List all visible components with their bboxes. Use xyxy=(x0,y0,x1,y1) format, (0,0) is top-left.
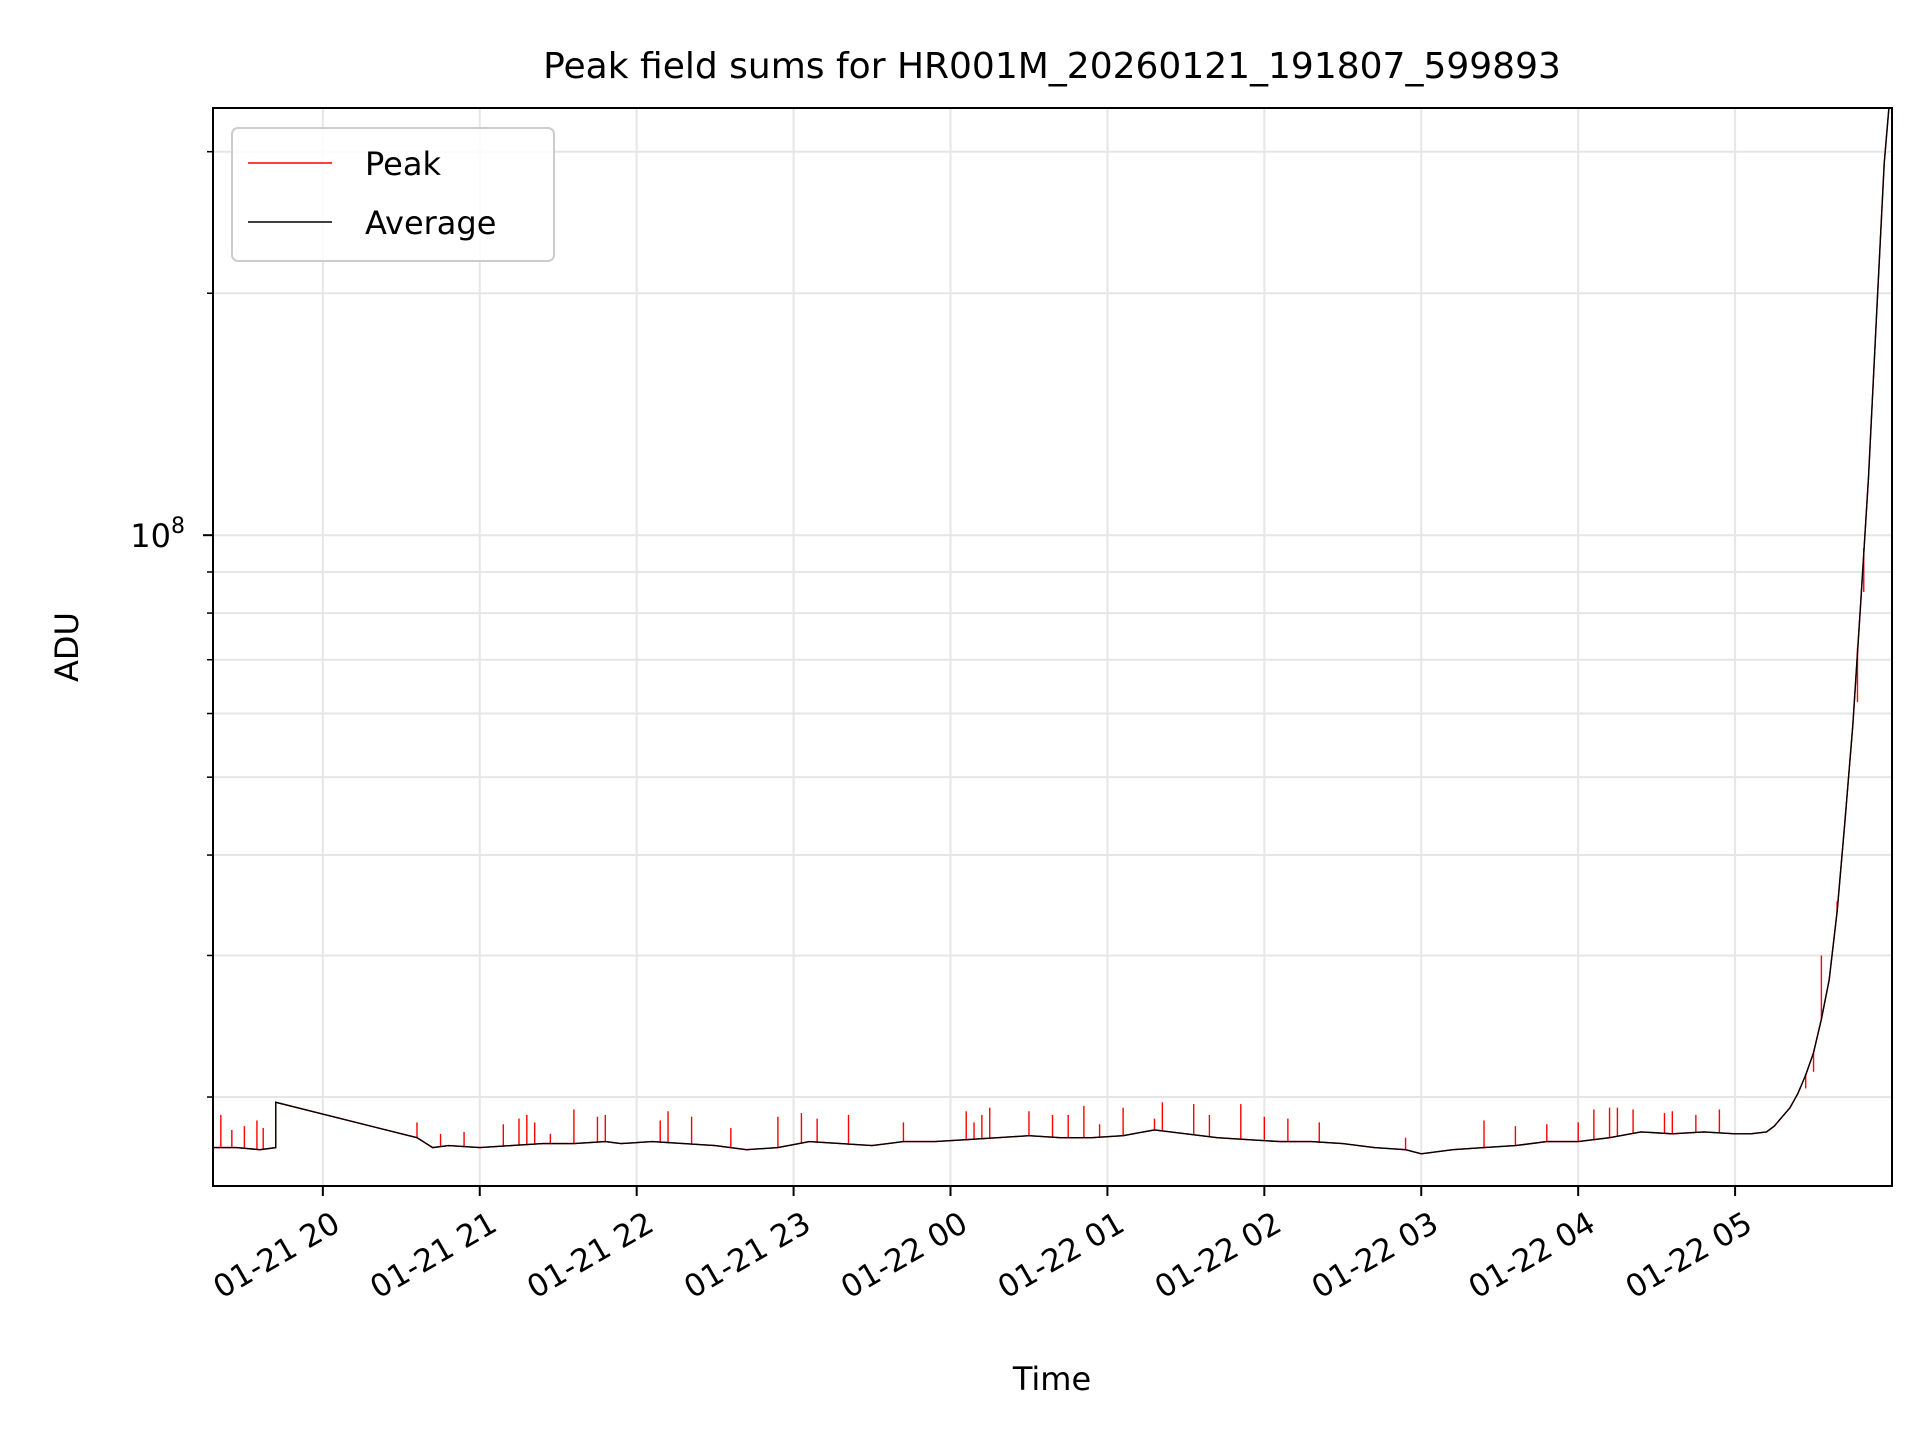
legend: Peak Average xyxy=(231,127,555,262)
gridlines xyxy=(213,108,1892,1186)
legend-peak-label: Peak xyxy=(365,145,441,183)
y-major-tick-label: 108 xyxy=(130,514,185,555)
average-series-line xyxy=(213,108,1890,1155)
chart-title: Peak field sums for HR001M_20260121_1918… xyxy=(543,46,1561,87)
y-ticks: 108 xyxy=(130,150,213,1098)
y-axis-label: ADU xyxy=(48,612,86,682)
plot-series xyxy=(213,108,1890,1155)
x-axis-label: Time xyxy=(1012,1360,1091,1398)
plot-frame xyxy=(212,107,1893,1187)
legend-average-label: Average xyxy=(365,204,496,242)
legend-box xyxy=(231,127,555,262)
